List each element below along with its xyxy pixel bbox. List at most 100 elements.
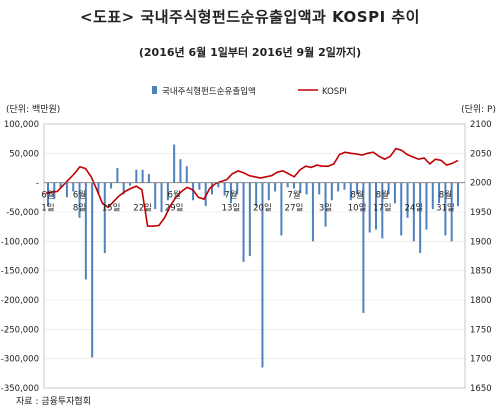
bar — [236, 182, 239, 195]
date-label-day: 22일 — [133, 204, 152, 214]
bar — [349, 182, 352, 201]
bar — [248, 182, 251, 256]
bar — [242, 182, 245, 262]
bar — [217, 182, 220, 188]
left-tick-label: 100,000 — [4, 120, 39, 130]
date-label-day: 15일 — [102, 204, 121, 214]
axes: 100,000 2100 50,000 2050 - 2000 -50,000 1950 -10… — [1, 120, 492, 394]
date-label-month: 8월 — [439, 190, 452, 201]
date-label-day: 3일 — [319, 204, 332, 214]
bar — [103, 182, 106, 254]
date-label-month: 7월 — [287, 190, 300, 201]
bar — [438, 182, 441, 204]
bar — [280, 182, 283, 236]
right-tick-label: 2100 — [470, 120, 492, 130]
bar — [311, 182, 314, 242]
bar — [393, 182, 396, 204]
bar — [147, 173, 150, 183]
bar — [412, 182, 415, 242]
plot-area — [43, 123, 466, 389]
bar — [387, 182, 390, 195]
chart-title: <도표> 국내주식형펀드순유출입액과 KOSPI 추이 — [80, 8, 420, 26]
bar — [286, 182, 289, 188]
bar — [47, 182, 49, 207]
legend-bar-swatch — [152, 86, 157, 94]
left-axis-unit: (단위: 백만원) — [6, 105, 61, 115]
bar — [450, 182, 453, 242]
bar — [173, 144, 176, 183]
bar — [444, 182, 447, 236]
left-tick-label: -350,000 — [1, 384, 39, 394]
legend: 국내주식형펀드순유출입액 KOSPI — [152, 86, 347, 97]
bar — [431, 182, 434, 210]
date-label-day: 31일 — [436, 204, 455, 214]
bar — [330, 182, 333, 201]
left-tick-label: -250,000 — [1, 325, 39, 335]
date-label-day: 24일 — [405, 204, 424, 214]
bar — [122, 182, 125, 195]
source-note: 자료 : 금융투자협회 — [16, 397, 91, 407]
bar — [78, 182, 81, 218]
bar — [141, 169, 144, 183]
right-tick-label: 1850 — [470, 267, 492, 277]
bar — [305, 182, 308, 195]
bar — [375, 182, 377, 230]
date-label-month: 7월 — [224, 190, 237, 201]
bar — [53, 182, 56, 200]
bar — [318, 182, 321, 195]
bar — [211, 182, 213, 195]
date-label-day: 8일 — [73, 204, 86, 214]
bar — [406, 182, 409, 218]
right-tick-label: 2050 — [470, 149, 492, 159]
bar-series — [47, 144, 459, 368]
bar — [267, 182, 270, 201]
bar — [154, 182, 157, 210]
bar — [368, 182, 371, 233]
bar — [97, 182, 100, 195]
date-label-day: 13일 — [222, 204, 241, 214]
left-tick-label: -300,000 — [1, 355, 39, 365]
right-axis-unit: (단위: P) — [461, 105, 496, 115]
bar — [110, 182, 113, 189]
bar — [299, 182, 302, 194]
date-label-month: 6월 — [168, 190, 181, 201]
bar — [135, 169, 138, 183]
bar — [160, 182, 163, 212]
date-label-day: 10일 — [348, 204, 367, 214]
kospi-line — [45, 147, 459, 227]
legend-bar-label: 국내주식형펀드순유출입액 — [162, 86, 256, 97]
left-tick-label: -50,000 — [6, 208, 39, 218]
bar — [84, 182, 87, 280]
bar — [179, 159, 182, 183]
chart-subtitle: (2016년 6월 1일부터 2016년 9월 2일까지) — [138, 46, 362, 59]
bar — [72, 182, 75, 192]
date-label-month: 8월 — [376, 190, 389, 201]
bar — [381, 182, 384, 239]
date-labels: 6월 1일 6월 8일 15일 22일 6월 29일 7월 13일 20일 7월 27일 3일 8월 10일 8… — [41, 190, 454, 214]
bar — [59, 182, 62, 188]
right-tick-label: 1800 — [470, 296, 492, 306]
bar — [324, 182, 327, 227]
bar — [91, 182, 94, 358]
date-label-month: 6월 — [73, 190, 86, 201]
date-label-day: 1일 — [41, 204, 54, 214]
bar — [362, 182, 365, 313]
bar — [356, 182, 359, 195]
bar — [185, 166, 188, 183]
bar — [116, 168, 119, 183]
right-tick-label: 2000 — [470, 179, 492, 189]
left-tick-label: -150,000 — [1, 267, 39, 277]
date-label-month: 6월 — [41, 190, 54, 201]
bar — [293, 182, 295, 189]
bar — [129, 182, 131, 186]
bar — [198, 182, 201, 190]
line-series — [45, 147, 459, 227]
date-label-day: 20일 — [253, 204, 272, 214]
plot-frame — [43, 123, 466, 389]
bar — [419, 182, 422, 254]
bar — [166, 182, 169, 201]
right-tick-label: 1750 — [470, 325, 492, 335]
right-tick-label: 1950 — [470, 208, 492, 218]
bar — [400, 182, 403, 236]
bar — [274, 182, 277, 192]
